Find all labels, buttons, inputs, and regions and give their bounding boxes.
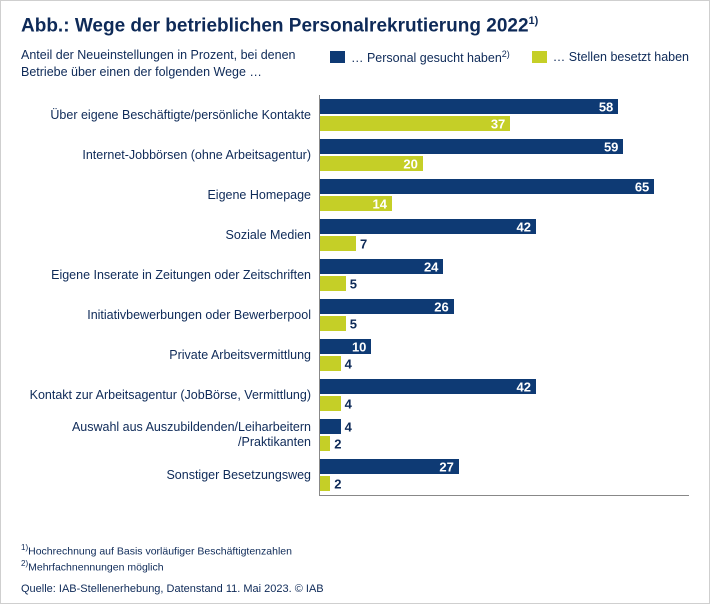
bar-value: 42	[517, 219, 531, 234]
bar-value: 65	[635, 179, 649, 194]
bar-value: 14	[373, 196, 387, 211]
bar-value: 58	[599, 99, 613, 114]
chart-row: Private Arbeitsvermittlung104	[21, 335, 689, 375]
bar-value: 4	[345, 419, 352, 434]
category-label: Kontakt zur Arbeitsagentur (JobBörse, Ve…	[21, 388, 319, 403]
title-text: Abb.: Wege der betrieblichen Personalrek…	[21, 15, 529, 36]
bar-value: 26	[434, 299, 448, 314]
bar-value: 10	[352, 339, 366, 354]
category-label: Über eigene Beschäftigte/persönliche Kon…	[21, 108, 319, 123]
footnotes: 1)Hochrechnung auf Basis vorläufiger Bes…	[21, 543, 292, 575]
category-label: Initiativbewerbungen oder Bewerberpool	[21, 308, 319, 323]
bar-value: 7	[360, 236, 367, 251]
legend-label-1: … Personal gesucht haben2)	[351, 49, 510, 65]
legend-swatch-2	[532, 51, 547, 63]
chart-subtitle: Anteil der Neueinstellungen in Prozent, …	[21, 47, 296, 81]
bar-group: 42 4	[319, 375, 689, 415]
source-line: Quelle: IAB-Stellenerhebung, Datenstand …	[21, 583, 324, 595]
bar-value: 2	[334, 476, 341, 491]
bar-series1: 42	[320, 219, 536, 234]
bar-value: 59	[604, 139, 618, 154]
bar-group: 42 7	[319, 215, 689, 255]
footnote-2: 2)Mehrfachnennungen möglich	[21, 559, 292, 575]
category-label: Eigene Inserate in Zeitungen oder Zeitsc…	[21, 268, 319, 283]
bar-series2: 37	[320, 116, 510, 131]
chart-row: Über eigene Beschäftigte/persönliche Kon…	[21, 95, 689, 135]
x-axis	[319, 495, 689, 496]
bar-group: 42	[319, 415, 689, 455]
bar-value: 4	[345, 396, 352, 411]
chart-row: Internet-Jobbörsen (ohne Arbeitsagentur)…	[21, 135, 689, 175]
bar-group: 104	[319, 335, 689, 375]
category-label: Soziale Medien	[21, 228, 319, 243]
bar-group: 59 20	[319, 135, 689, 175]
bar-value: 37	[491, 116, 505, 131]
bar-series1: 10	[320, 339, 371, 354]
category-label: Internet-Jobbörsen (ohne Arbeitsagentur)	[21, 148, 319, 163]
bar-series1: 58	[320, 99, 618, 114]
bar-series2: 2	[320, 436, 330, 451]
chart-row: Eigene Homepage 65 14	[21, 175, 689, 215]
bar-group: 26 5	[319, 295, 689, 335]
bar-series1: 26	[320, 299, 454, 314]
bar-series1: 59	[320, 139, 623, 154]
bar-series2: 5	[320, 316, 346, 331]
legend-item-1: … Personal gesucht haben2)	[330, 49, 510, 65]
subtitle-line2: Betriebe über einen der folgenden Wege …	[21, 65, 262, 79]
chart-row: Initiativbewerbungen oder Bewerberpool26…	[21, 295, 689, 335]
title-sup: 1)	[529, 15, 539, 27]
bar-series2: 4	[320, 356, 341, 371]
bar-series1: 42	[320, 379, 536, 394]
bar-group: 58 37	[319, 95, 689, 135]
bar-value: 5	[350, 316, 357, 331]
subheader-row: Anteil der Neueinstellungen in Prozent, …	[21, 47, 689, 81]
chart-frame: Abb.: Wege der betrieblichen Personalrek…	[0, 0, 710, 604]
bar-value: 42	[517, 379, 531, 394]
category-label: Auswahl aus Auszubildenden/Leiharbeitern…	[21, 420, 319, 450]
bar-series1: 24	[320, 259, 443, 274]
bar-series1: 27	[320, 459, 459, 474]
chart-row: Eigene Inserate in Zeitungen oder Zeitsc…	[21, 255, 689, 295]
chart-row: Kontakt zur Arbeitsagentur (JobBörse, Ve…	[21, 375, 689, 415]
bar-value: 4	[345, 356, 352, 371]
subtitle-line1: Anteil der Neueinstellungen in Prozent, …	[21, 48, 296, 62]
legend: … Personal gesucht haben2) … Stellen bes…	[330, 47, 689, 65]
bar-value: 24	[424, 259, 438, 274]
bar-series2: 2	[320, 476, 330, 491]
bar-series1: 4	[320, 419, 341, 434]
bar-group: 24 5	[319, 255, 689, 295]
bar-series2: 4	[320, 396, 341, 411]
bar-value: 5	[350, 276, 357, 291]
legend-item-2: … Stellen besetzt haben	[532, 50, 689, 64]
bar-series2: 5	[320, 276, 346, 291]
bar-series2: 14	[320, 196, 392, 211]
footnote-1: 1)Hochrechnung auf Basis vorläufiger Bes…	[21, 543, 292, 559]
category-label: Sonstiger Besetzungsweg	[21, 468, 319, 483]
chart-row: Auswahl aus Auszubildenden/Leiharbeitern…	[21, 415, 689, 455]
chart-row: Soziale Medien 42 7	[21, 215, 689, 255]
chart-row: Sonstiger Besetzungsweg 27 2	[21, 455, 689, 495]
bar-value: 20	[403, 156, 417, 171]
bar-series2: 7	[320, 236, 356, 251]
category-label: Private Arbeitsvermittlung	[21, 348, 319, 363]
bar-series1: 65	[320, 179, 654, 194]
bar-chart: Über eigene Beschäftigte/persönliche Kon…	[21, 95, 689, 497]
legend-label-2: … Stellen besetzt haben	[553, 50, 689, 64]
bar-series2: 20	[320, 156, 423, 171]
chart-title: Abb.: Wege der betrieblichen Personalrek…	[21, 15, 689, 37]
legend-swatch-1	[330, 51, 345, 63]
bar-group: 27 2	[319, 455, 689, 495]
bar-value: 2	[334, 436, 341, 451]
bar-value: 27	[439, 459, 453, 474]
bar-group: 65 14	[319, 175, 689, 215]
category-label: Eigene Homepage	[21, 188, 319, 203]
